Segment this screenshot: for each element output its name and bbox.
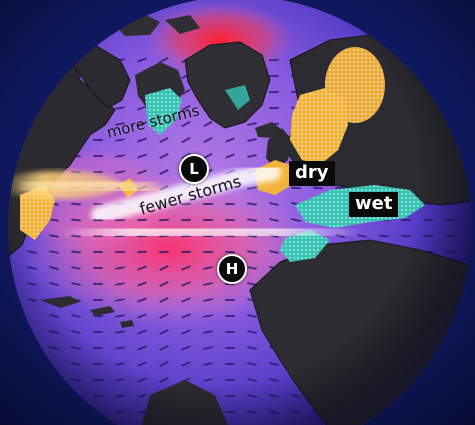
high-pressure-marker: H — [217, 254, 247, 284]
globe-limb-shade — [8, 0, 472, 425]
dry-label: dry — [289, 161, 335, 186]
wet-label: wet — [349, 192, 399, 217]
low-pressure-marker: L — [179, 154, 209, 184]
